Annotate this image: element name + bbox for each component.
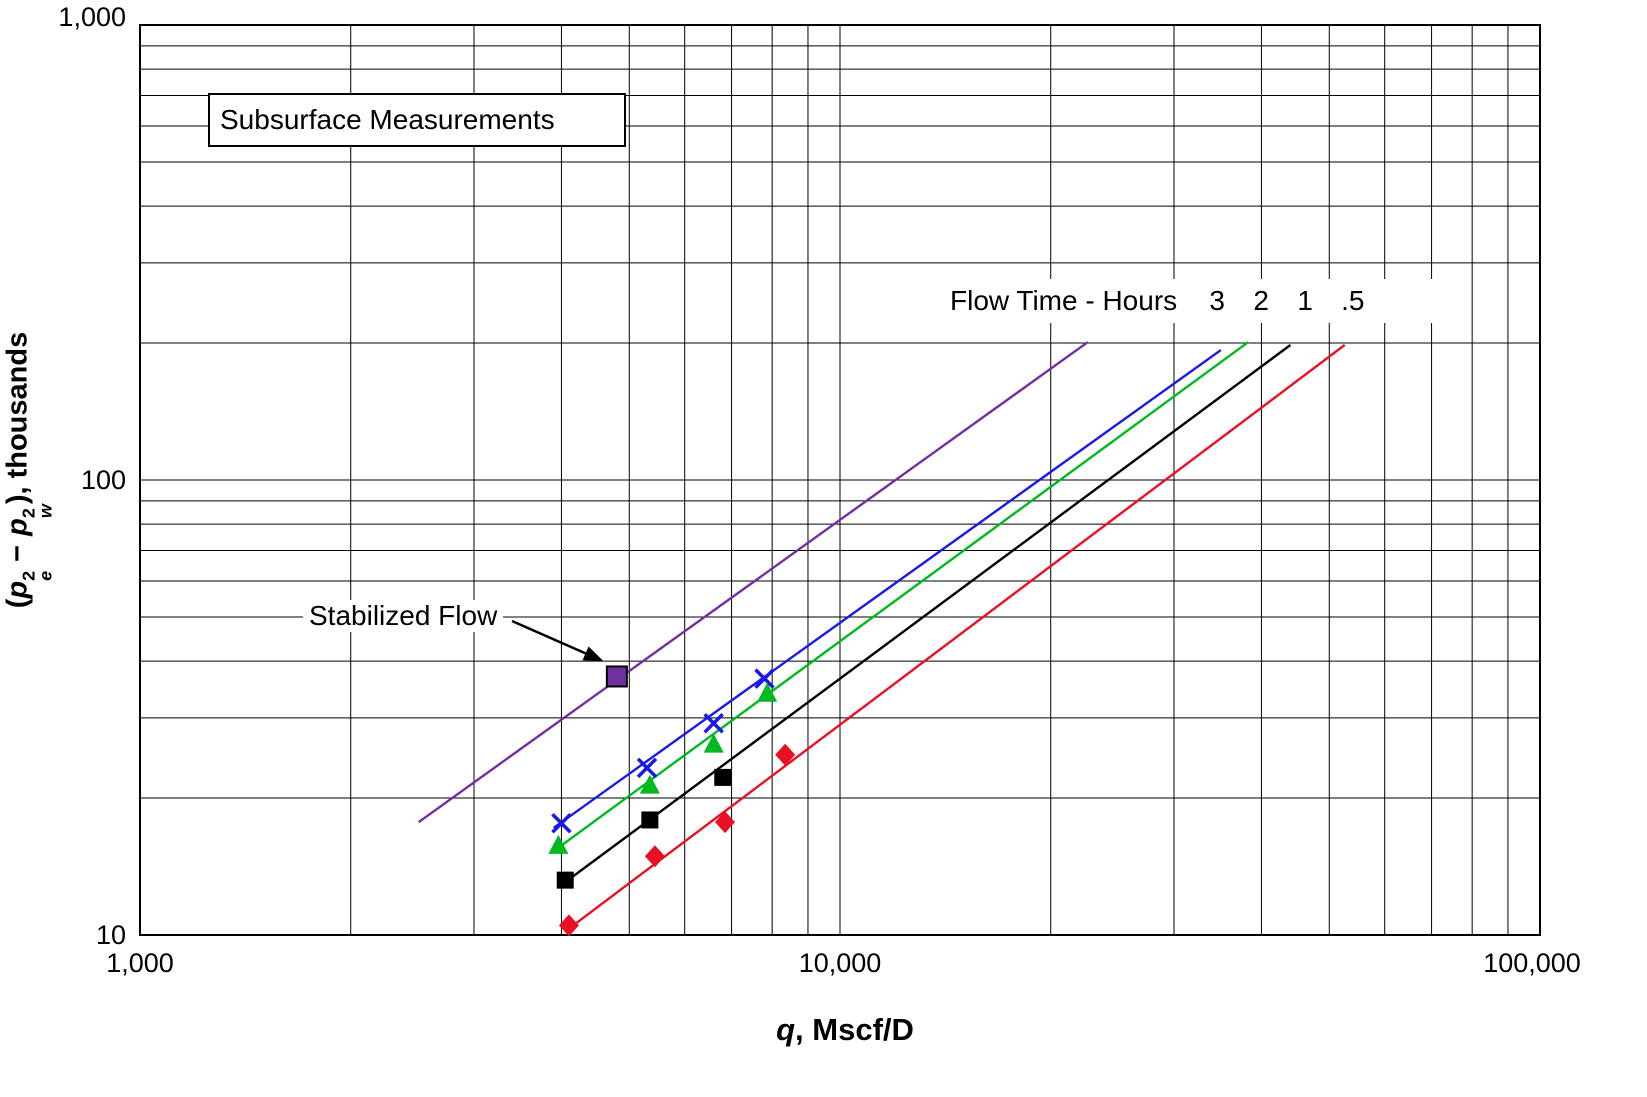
title-box-label: Subsurface Measurements bbox=[220, 104, 555, 135]
data-point-diamond bbox=[775, 743, 796, 766]
data-point-x bbox=[703, 713, 724, 734]
x-axis-units: , Mscf/D bbox=[795, 1012, 914, 1047]
legend-item-2-hours: 2 bbox=[1253, 285, 1269, 316]
data-point-triangle bbox=[639, 774, 660, 794]
legend-item-half-hour: .5 bbox=[1341, 285, 1365, 316]
data-point-square bbox=[714, 768, 732, 786]
data-point-x bbox=[636, 757, 658, 779]
y-label-minus: − bbox=[1, 544, 34, 562]
data-point-triangle bbox=[757, 682, 778, 702]
x-axis-label: q, Mscf/D bbox=[776, 1012, 914, 1048]
trend-line-.5 bbox=[567, 344, 1346, 931]
y-tick-label-1000: 1,000 bbox=[58, 2, 126, 32]
y-tick-label-10: 10 bbox=[95, 920, 126, 950]
trend-line-3 bbox=[553, 349, 1222, 829]
y-label-pe: p bbox=[1, 580, 34, 599]
data-point-x bbox=[551, 813, 572, 834]
legend-item-3-hours: 3 bbox=[1209, 285, 1225, 316]
plot-border bbox=[139, 24, 1541, 936]
legend-item-1-hour: 1 bbox=[1297, 285, 1313, 316]
data-point-triangle bbox=[548, 834, 569, 854]
x-tick-label-10000: 10,000 bbox=[798, 948, 882, 978]
legend-title: Flow Time - Hours bbox=[950, 285, 1178, 316]
data-point-square bbox=[556, 871, 574, 889]
x-axis-variable: q bbox=[776, 1012, 796, 1047]
trend-line-stabilized bbox=[417, 341, 1089, 824]
data-point-filled-square bbox=[605, 665, 628, 688]
annotation-stabilized-flow: Stabilized Flow bbox=[303, 600, 504, 632]
y-axis-label: (p 2 e −p 2 w), thousands bbox=[1, 331, 56, 609]
annotation-arrowhead bbox=[582, 646, 604, 662]
data-point-diamond bbox=[714, 811, 735, 834]
title-box: Subsurface Measurements bbox=[208, 93, 626, 147]
data-point-diamond bbox=[644, 845, 665, 868]
data-point-triangle bbox=[703, 733, 724, 753]
legend: Flow Time - Hours 3 2 1 .5 bbox=[938, 279, 1438, 323]
y-tick-label-100: 100 bbox=[80, 465, 126, 495]
data-point-square bbox=[641, 811, 659, 829]
y-label-pw: p bbox=[1, 518, 34, 536]
x-tick-label-100000: 100,000 bbox=[1483, 948, 1581, 978]
data-point-x bbox=[754, 668, 775, 689]
trend-line-2 bbox=[551, 341, 1249, 854]
data-point-diamond bbox=[558, 914, 579, 937]
y-label-open-paren: ( bbox=[1, 598, 34, 609]
trend-line-1 bbox=[556, 344, 1292, 889]
x-tick-label-1000: 1,000 bbox=[106, 948, 174, 978]
y-label-units: ), thousands bbox=[1, 331, 34, 505]
annotation-arrow-line bbox=[511, 619, 587, 655]
